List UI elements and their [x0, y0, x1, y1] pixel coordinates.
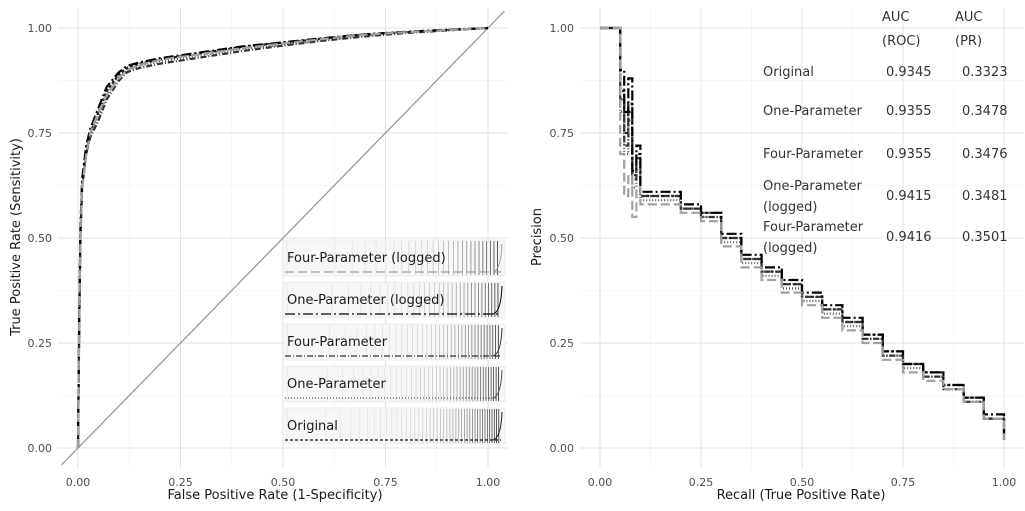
auc-header-line1: AUC	[882, 10, 910, 25]
roc-x-tick-label: 1.00	[476, 476, 501, 489]
pr-grid	[580, 8, 1024, 468]
legend-item-one-parameter: One-Parameter	[282, 365, 506, 403]
roc-panel: Four-Parameter (logged) One-Parameter (lo…	[9, 8, 508, 503]
auc-row-label-sub: (logged)	[763, 241, 817, 256]
roc-x-ticks: 0.00 0.25 0.50 0.75 1.00	[66, 476, 501, 489]
auc-row: Four-Parameter 0.9355 0.3476	[763, 147, 1008, 162]
roc-diagonal-line	[61, 10, 505, 466]
auc-roc-value: 0.9355	[886, 147, 932, 162]
roc-x-tick-label: 0.75	[373, 476, 398, 489]
roc-x-tick-label: 0.25	[168, 476, 193, 489]
roc-x-tick-label: 0.00	[66, 476, 91, 489]
auc-row-label: One-Parameter	[763, 179, 862, 194]
pr-x-ticks: 0.00 0.25 0.50 0.75 1.00	[588, 476, 1017, 489]
pr-y-axis-title: Precision	[530, 208, 545, 266]
roc-y-tick-label: 0.00	[28, 442, 53, 455]
legend-key-curve	[492, 327, 503, 357]
legend-label: Four-Parameter (logged)	[287, 251, 446, 266]
roc-y-axis-title: True Positive Rate (Sensitivity)	[9, 138, 24, 337]
auc-row: Four-Parameter (logged) 0.9416 0.3501	[763, 220, 1008, 256]
auc-row-label-sub: (logged)	[763, 200, 817, 215]
legend-label: Original	[287, 419, 338, 434]
auc-pr-value: 0.3501	[962, 230, 1008, 245]
pr-x-tick-label: 0.50	[790, 476, 815, 489]
auc-row-label: One-Parameter	[763, 104, 862, 119]
auc-roc-value: 0.9355	[886, 104, 932, 119]
roc-y-tick-label: 0.50	[28, 232, 53, 245]
legend-rug	[286, 325, 499, 359]
auc-pr-value: 0.3478	[962, 104, 1008, 119]
roc-y-tick-label: 0.75	[28, 127, 53, 140]
roc-x-tick-label: 0.50	[271, 476, 296, 489]
pr-x-axis-title: Recall (True Positive Rate)	[717, 488, 886, 503]
legend-box	[282, 365, 506, 403]
roc-x-axis-title: False Positive Rate (1-Specificity)	[167, 488, 382, 503]
legend-rug	[286, 409, 500, 443]
pr-x-tick-label: 1.00	[992, 476, 1017, 489]
legend-item-original: Original	[282, 407, 506, 445]
pr-y-ticks: 0.00 0.25 0.50 0.75 1.00	[550, 22, 575, 455]
pr-y-tick-label: 0.75	[550, 127, 575, 140]
auc-row-label: Original	[763, 65, 814, 80]
legend-item-four-parameter-logged: Four-Parameter (logged)	[282, 239, 506, 277]
auc-roc-value: 0.9415	[886, 189, 932, 204]
auc-row-label: Four-Parameter	[763, 220, 864, 235]
auc-pr-value: 0.3476	[962, 147, 1008, 162]
pr-panel: 0.00 0.25 0.50 0.75 1.00 0.00 0.25 0.50 0.75 1.0…	[530, 8, 1024, 503]
pr-series	[600, 26, 1006, 440]
auc-row: Original 0.9345 0.3323	[763, 65, 1008, 80]
legend-item-four-parameter: Four-Parameter	[282, 323, 506, 361]
legend-rug	[286, 367, 499, 401]
roc-legend: Four-Parameter (logged) One-Parameter (lo…	[282, 239, 506, 445]
auc-header-line1: AUC	[955, 10, 983, 25]
auc-roc-value: 0.9345	[886, 65, 932, 80]
pr-series-four-parameter-logged	[600, 26, 1006, 440]
legend-key-curve	[492, 369, 503, 399]
legend-label: One-Parameter	[287, 377, 386, 392]
pr-y-tick-label: 1.00	[550, 22, 575, 35]
pr-y-tick-label: 0.25	[550, 337, 575, 350]
legend-box	[282, 407, 506, 445]
auc-pr-value: 0.3481	[962, 189, 1008, 204]
auc-roc-value: 0.9416	[886, 230, 932, 245]
roc-series	[76, 26, 489, 449]
pr-x-tick-label: 0.75	[891, 476, 916, 489]
legend-key-curve	[492, 411, 503, 441]
legend-box	[282, 323, 506, 361]
auc-header-line2: (ROC)	[882, 34, 921, 49]
roc-series-four-parameter-logged	[76, 26, 489, 449]
legend-key-curve	[492, 243, 503, 273]
auc-table: AUC (ROC) AUC (PR) Original 0.9345 0.3323 One-P…	[763, 10, 1008, 256]
roc-y-tick-label: 1.00	[28, 22, 53, 35]
pr-y-tick-label: 0.00	[550, 442, 575, 455]
pr-x-tick-label: 0.00	[588, 476, 613, 489]
pr-y-tick-label: 0.50	[550, 232, 575, 245]
roc-diagonal	[61, 10, 505, 466]
legend-key-curve	[492, 285, 503, 315]
auc-row-label: Four-Parameter	[763, 147, 864, 162]
roc-y-tick-label: 0.25	[28, 337, 53, 350]
legend-rug	[286, 283, 499, 317]
legend-rug	[286, 241, 498, 275]
auc-row: One-Parameter (logged) 0.9415 0.3481	[763, 179, 1008, 215]
roc-y-ticks: 0.00 0.25 0.50 0.75 1.00	[28, 22, 53, 455]
legend-label: One-Parameter (logged)	[287, 293, 444, 308]
pr-x-tick-label: 0.25	[689, 476, 714, 489]
auc-pr-value: 0.3323	[962, 65, 1008, 80]
legend-label: Four-Parameter	[287, 335, 388, 350]
legend-item-one-parameter-logged: One-Parameter (logged)	[282, 281, 506, 319]
auc-header-line2: (PR)	[955, 34, 982, 49]
auc-row: One-Parameter 0.9355 0.3478	[763, 104, 1008, 119]
